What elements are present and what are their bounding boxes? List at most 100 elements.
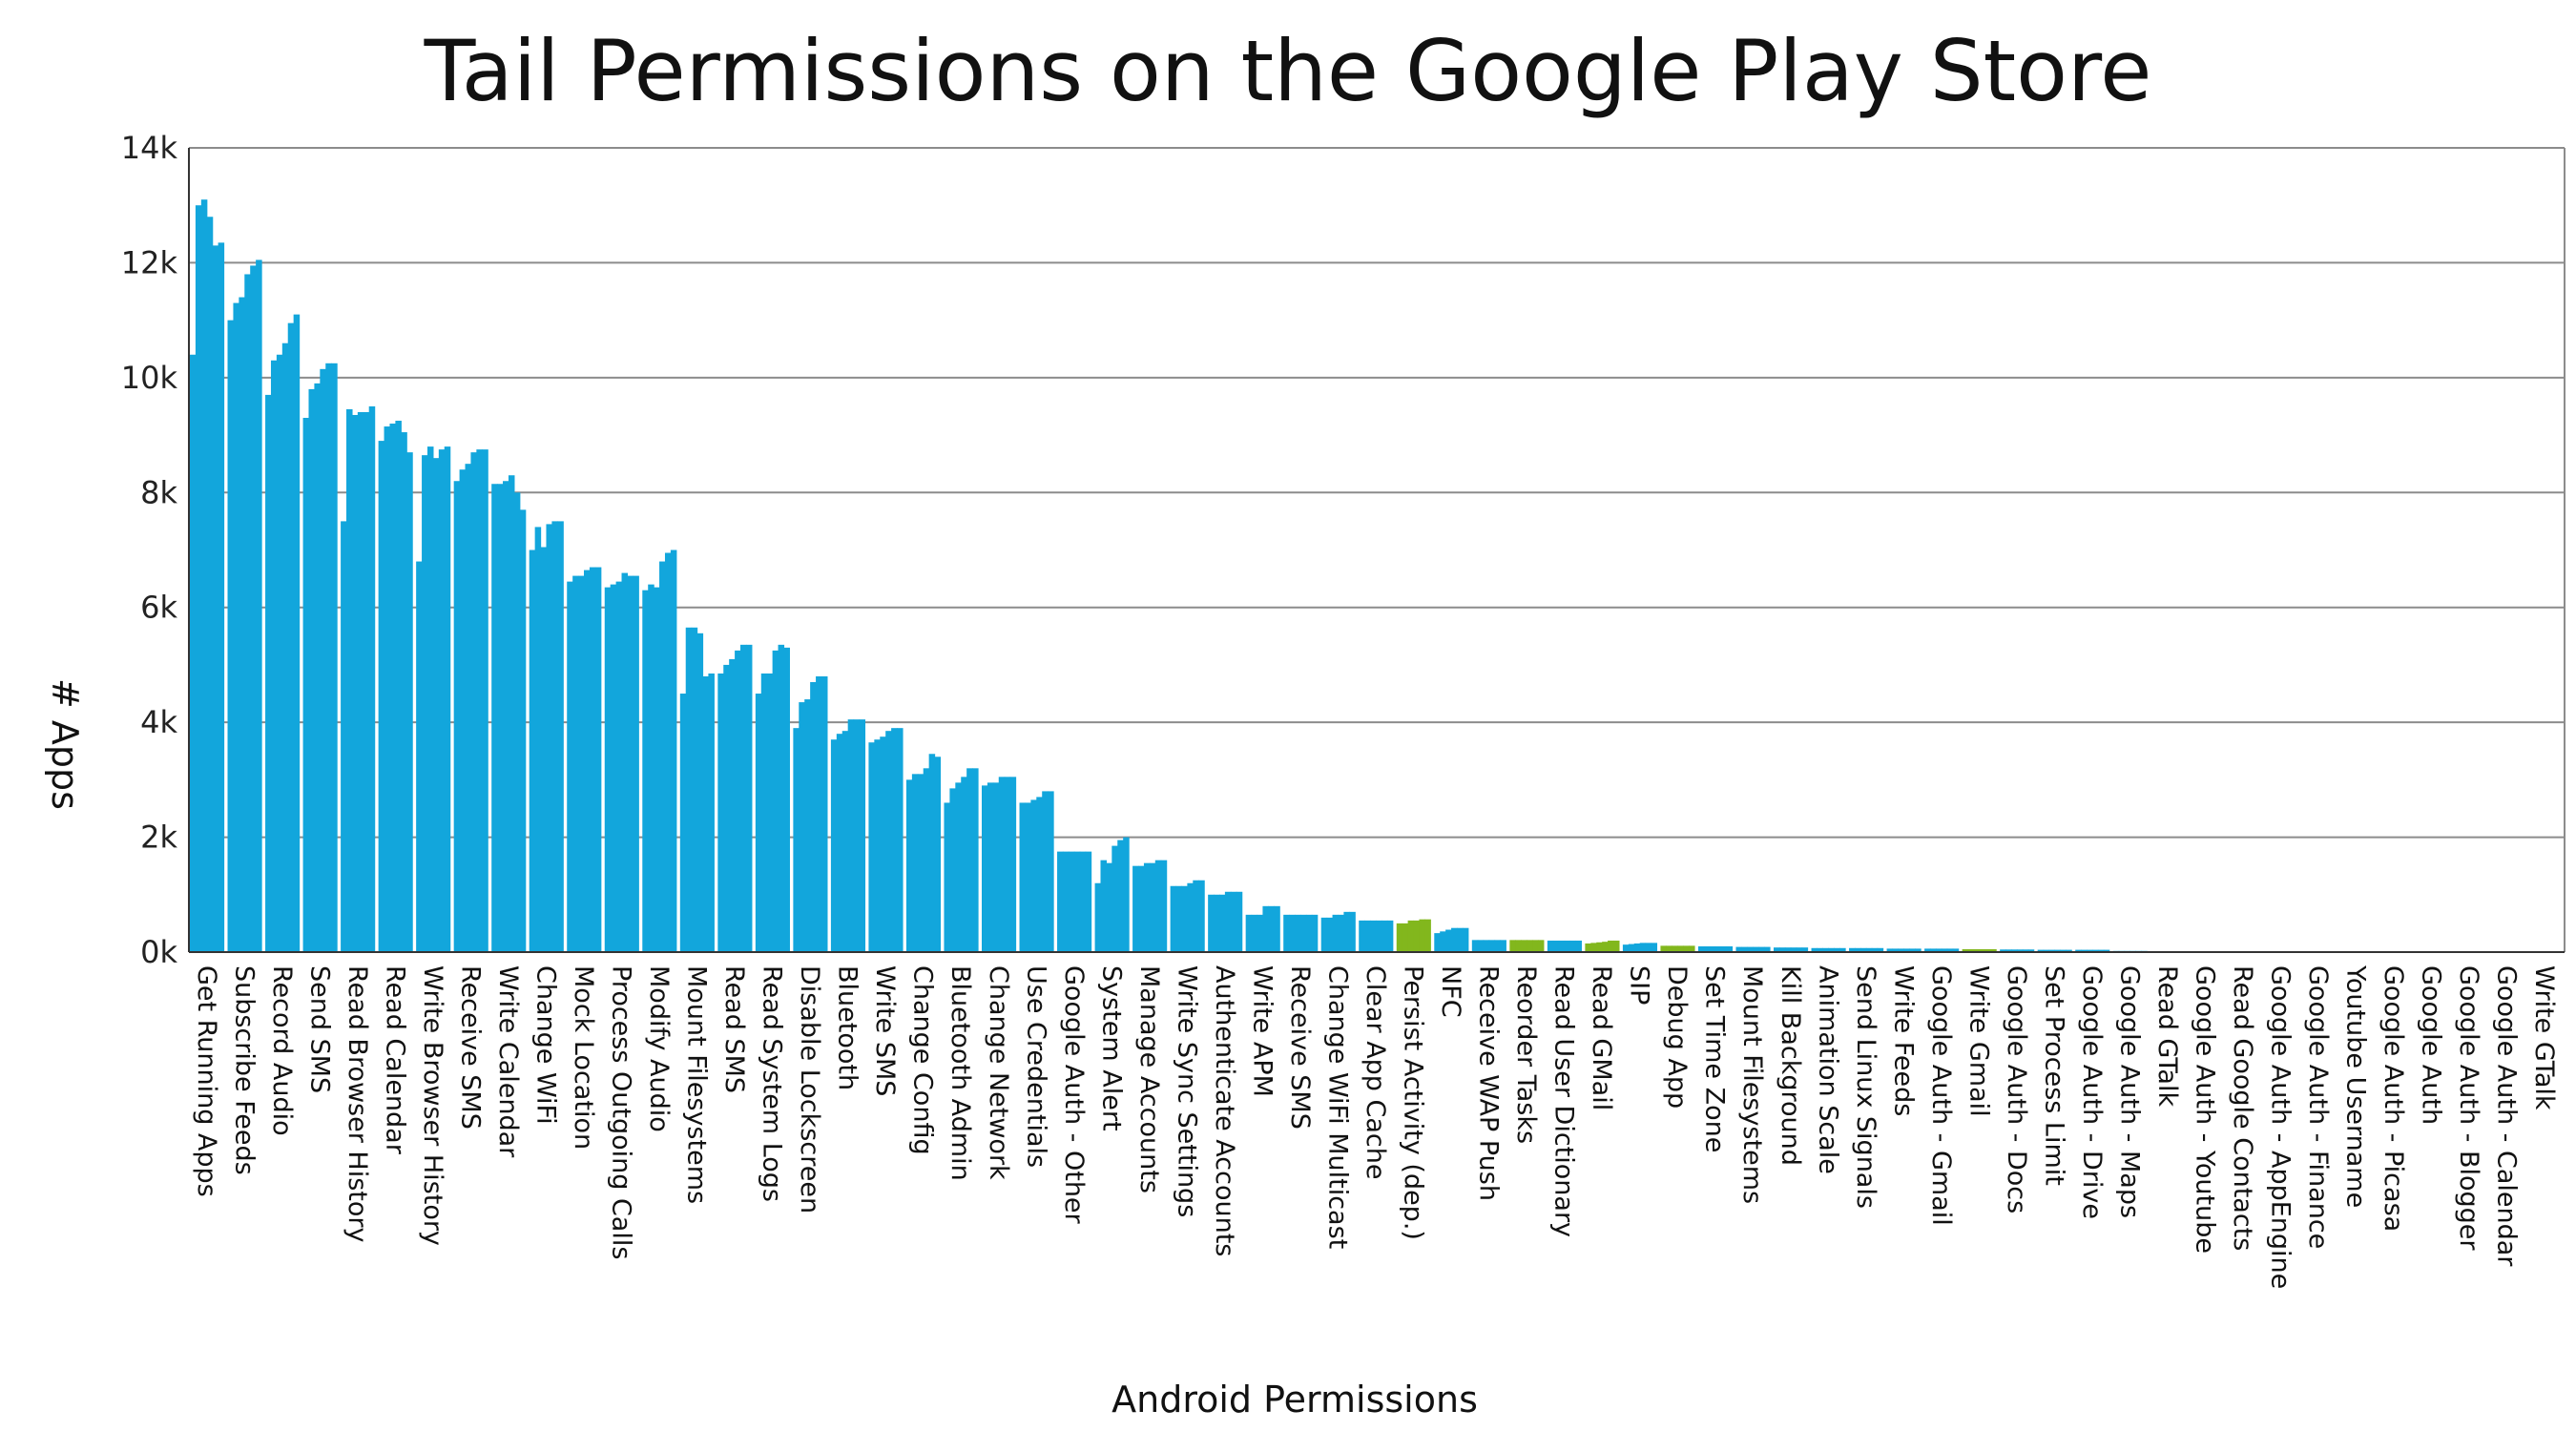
bar [1068,851,1075,952]
x-axis-label: Android Permissions [1111,1379,1478,1421]
bar [1181,885,1188,952]
bar [281,342,289,952]
bar [1778,947,1786,952]
bar [633,575,639,952]
bar [1123,837,1130,952]
x-tick-label: Manage Accounts [1134,965,1164,1193]
bar [1612,940,1620,952]
bar [1048,791,1054,952]
bar [256,259,262,952]
bar [708,673,715,952]
bar [1941,948,1948,952]
bar [308,388,316,952]
bar [621,572,629,952]
x-tick-label: Write Feeds [1888,965,1918,1116]
bar [594,567,602,952]
bar [1973,948,1980,952]
bar [1100,860,1108,952]
bar [2016,949,2024,952]
x-tick-label: Write Gmail [1963,965,1993,1117]
bar [778,644,785,952]
bar [1364,920,1371,952]
x-tick-label: Change WiFi Multicast [1322,965,1352,1249]
bar [1509,940,1516,952]
bar [1886,948,1894,952]
bar [1828,947,1835,952]
bar [1666,945,1672,952]
bar [1532,940,1539,952]
bar [1935,948,1942,952]
bar [1062,851,1070,952]
bar [1569,940,1577,952]
bar [836,734,843,952]
x-tick-label: Google Auth - Docs [2002,965,2031,1213]
bar [1877,947,1884,952]
x-tick-label: Get Running Apps [192,965,221,1197]
bar [627,575,634,952]
bar [648,584,654,952]
y-tick-label: 2k [140,819,177,856]
bar [2054,949,2061,952]
bar [1714,945,1722,952]
x-tick-label: Record Audio [267,965,297,1136]
bar [233,302,239,952]
bar [1967,948,1975,952]
bar [679,694,687,952]
bar [810,681,817,952]
bar [847,719,855,952]
bar [905,779,913,952]
x-tick-label: Receive SMS [1285,965,1315,1130]
x-tick-label: Bluetooth [833,965,862,1090]
bar [1019,802,1027,952]
bar [346,408,353,953]
bar [2103,949,2110,952]
bar [1764,946,1771,952]
y-tick-label: 4k [140,704,177,740]
bar [276,354,283,952]
bar [438,449,446,952]
bar [1590,943,1597,952]
x-tick-label: Bluetooth Admin [945,965,975,1181]
bar [1515,940,1522,952]
bar [1434,933,1441,952]
bar [212,245,219,953]
bar [1892,948,1900,952]
x-tick-label: Set Process Limit [2039,965,2068,1186]
bar [331,363,338,952]
bar [546,524,552,952]
bar [1343,911,1350,952]
bar [1009,777,1017,952]
bar [1154,860,1162,952]
bar [1214,894,1220,952]
bar [1859,947,1867,952]
bar [804,699,811,952]
bar [685,627,693,952]
bar [1660,945,1667,952]
bar [482,449,488,952]
bar [2060,949,2067,952]
bar [2022,949,2029,952]
bar [1305,914,1313,952]
bar [470,452,477,952]
bar [1709,945,1716,952]
bar [874,739,881,952]
y-tick-label: 6k [140,590,177,626]
bar [885,731,892,952]
bar [1424,919,1431,952]
bar [1984,948,1991,952]
bar [1311,914,1319,952]
x-tick-label: Youtube Username [2341,964,2371,1208]
y-tick-label: 14k [121,130,178,166]
bar [1274,905,1280,952]
bar [723,664,730,952]
bar [1440,931,1446,952]
bar [1547,940,1554,952]
bar [389,424,396,952]
bar [1930,948,1937,952]
bar [1602,942,1609,952]
bar [610,584,617,952]
bar [1332,914,1340,952]
bar [1817,947,1823,952]
bar [1111,845,1118,952]
bar [955,782,962,952]
